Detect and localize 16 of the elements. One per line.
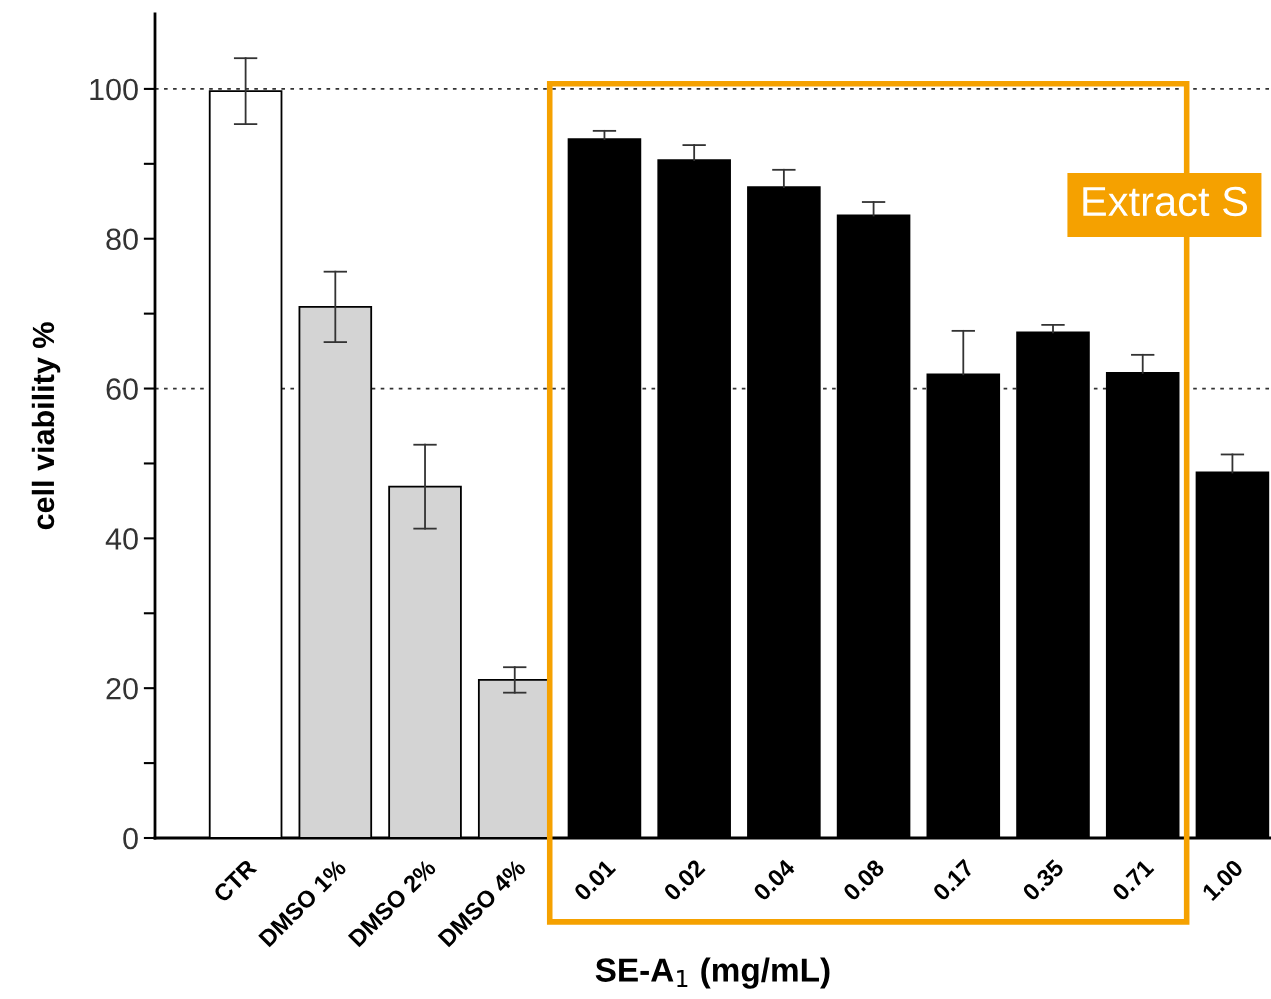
y-tick-label: 20 — [106, 677, 138, 700]
x-tick-label: CTR — [212, 858, 258, 904]
x-tick-label: 0.71 — [1111, 858, 1155, 902]
y-tick-label: 60 — [106, 378, 138, 400]
annotation: Extract S — [1083, 186, 1248, 217]
y-tick-label: 40 — [105, 528, 138, 550]
y-tick-label: 100 — [90, 78, 138, 101]
y-axis-title: cell viability % — [31, 322, 61, 530]
y-tick-label: 0 — [123, 827, 138, 850]
x-tick-label: 0.01 — [573, 858, 617, 902]
x-tick-label: 0.02 — [662, 858, 706, 902]
x-axis-title: SE-A$_{1}$ (mg/mL) — [595, 957, 830, 989]
x-tick-label: 0.08 — [842, 858, 886, 902]
x-tick-label: 0.04 — [752, 857, 797, 902]
y-tick-label: 80 — [106, 228, 138, 251]
x-tick-label: 1.00 — [1201, 858, 1245, 902]
